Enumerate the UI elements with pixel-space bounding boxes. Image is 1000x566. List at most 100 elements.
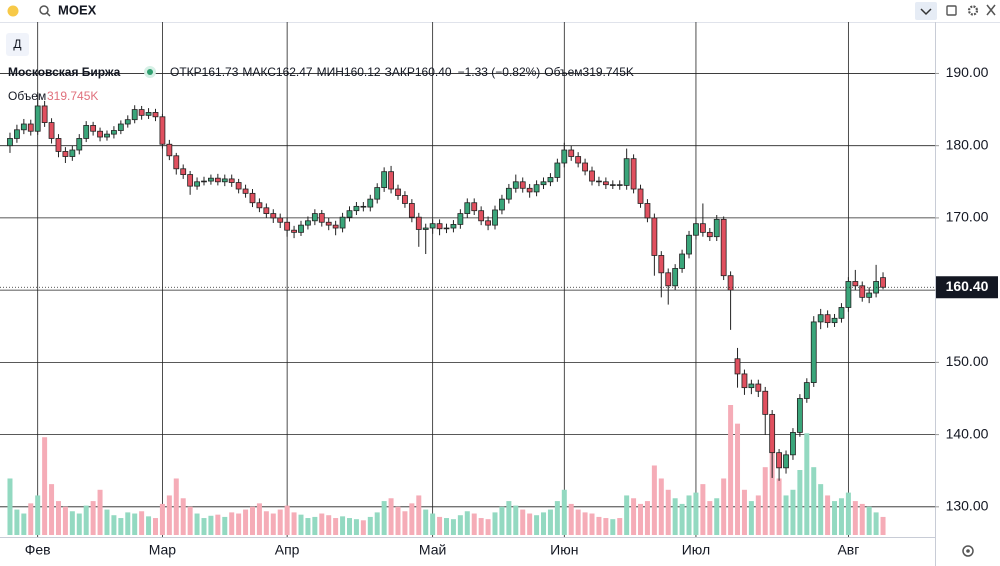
- volume-legend-label: Объем: [8, 89, 46, 103]
- legend-label: МИН: [317, 65, 344, 79]
- candle-body: [221, 178, 228, 183]
- volume-bar: [541, 512, 547, 535]
- symbol[interactable]: MOEX: [58, 2, 97, 17]
- candle-body: [602, 181, 609, 186]
- volume-bar: [644, 501, 650, 535]
- volume-bar: [464, 511, 470, 535]
- candle-body: [76, 138, 83, 151]
- candle-body: [838, 307, 845, 319]
- volume-bar: [236, 513, 242, 535]
- volume-bar: [298, 514, 304, 535]
- candle-body: [298, 224, 304, 233]
- volume-bar: [735, 423, 741, 535]
- candles: [7, 92, 886, 481]
- candle-body: [249, 192, 256, 204]
- search-icon[interactable]: [39, 5, 49, 15]
- volume-bar: [873, 512, 879, 535]
- candle-body: [505, 187, 512, 200]
- candle-body: [429, 223, 436, 229]
- volume-bar: [714, 498, 720, 535]
- candle-body: [609, 184, 616, 186]
- candle-body: [803, 382, 810, 399]
- volume-legend-value: 319.745K: [47, 89, 98, 103]
- legend-label: ОТКР: [170, 65, 202, 79]
- candle-body: [492, 209, 498, 226]
- volume-bar: [159, 503, 165, 535]
- candle-body: [277, 217, 284, 223]
- volume-bar: [838, 498, 844, 535]
- volume-bar: [679, 503, 685, 535]
- candle-body: [741, 373, 748, 389]
- candle-body: [720, 218, 727, 277]
- y-tick-label: 170.00: [946, 209, 989, 225]
- window-icon[interactable]: [946, 5, 957, 16]
- volume-bar: [69, 511, 75, 535]
- candle-body: [436, 223, 443, 230]
- volume-bar: [14, 509, 20, 535]
- x-tick-label: Авг: [837, 542, 859, 558]
- candle-body: [14, 129, 20, 139]
- volume-bar: [263, 511, 269, 535]
- candle-body: [228, 178, 235, 183]
- volume-bar: [28, 503, 34, 535]
- close-icon[interactable]: [986, 4, 996, 16]
- candle-body: [616, 184, 623, 186]
- volume-bar: [610, 519, 616, 535]
- candle-body: [180, 168, 187, 175]
- candle-body: [693, 223, 699, 236]
- volume-bar: [291, 512, 297, 535]
- volume-bar: [450, 519, 456, 535]
- candle-body: [415, 216, 422, 230]
- candle-body: [790, 432, 796, 456]
- candle-body: [852, 281, 859, 287]
- candle-body: [20, 123, 27, 131]
- volume-bar: [49, 484, 55, 535]
- candle-body: [706, 231, 713, 238]
- volume-bar: [762, 467, 768, 535]
- x-tick-label: Июл: [682, 542, 710, 558]
- settings-icon[interactable]: [967, 5, 979, 16]
- candle-body: [7, 138, 13, 147]
- volume-bar: [561, 489, 567, 535]
- volume-bar: [21, 513, 27, 535]
- volume-bar: [492, 512, 498, 535]
- y-tick-label: 190.00: [946, 64, 989, 80]
- legend-label: МАКС: [242, 65, 276, 79]
- x-tick-label: Апр: [275, 542, 300, 558]
- axis-settings[interactable]: [962, 545, 974, 557]
- candle-body: [388, 171, 394, 190]
- candle-body: [145, 112, 152, 116]
- volume-bar: [506, 501, 512, 535]
- candle-body: [187, 174, 194, 187]
- candle-body: [519, 181, 526, 189]
- volume-bar: [215, 514, 221, 535]
- x-tick-label: Июн: [550, 542, 578, 558]
- volume-bar: [76, 513, 82, 535]
- candle-body: [866, 292, 873, 298]
- volume-bar: [832, 501, 838, 535]
- candle-body: [686, 234, 692, 255]
- volume-bar: [353, 519, 359, 535]
- volume-bar: [187, 506, 193, 535]
- volume-bar: [728, 405, 734, 535]
- volume-bar: [769, 450, 775, 535]
- volume-bar: [55, 501, 61, 535]
- volume-bar: [845, 492, 851, 535]
- candle-body: [353, 205, 360, 212]
- candle-body: [159, 116, 166, 145]
- dropdown[interactable]: [915, 2, 937, 20]
- candle-body: [817, 314, 824, 323]
- volume-bar: [360, 520, 366, 535]
- interval-button[interactable]: [6, 33, 29, 56]
- volume-bar: [471, 513, 477, 535]
- volume-bar: [624, 495, 630, 535]
- volume-bar: [520, 509, 526, 535]
- candle-body: [34, 105, 41, 132]
- candle-body: [699, 223, 706, 233]
- candle-body: [471, 202, 478, 212]
- volume-bar: [305, 518, 311, 535]
- candle-body: [367, 198, 374, 208]
- candle-body: [575, 156, 582, 164]
- candle-body: [457, 213, 464, 225]
- candle-body: [464, 202, 471, 214]
